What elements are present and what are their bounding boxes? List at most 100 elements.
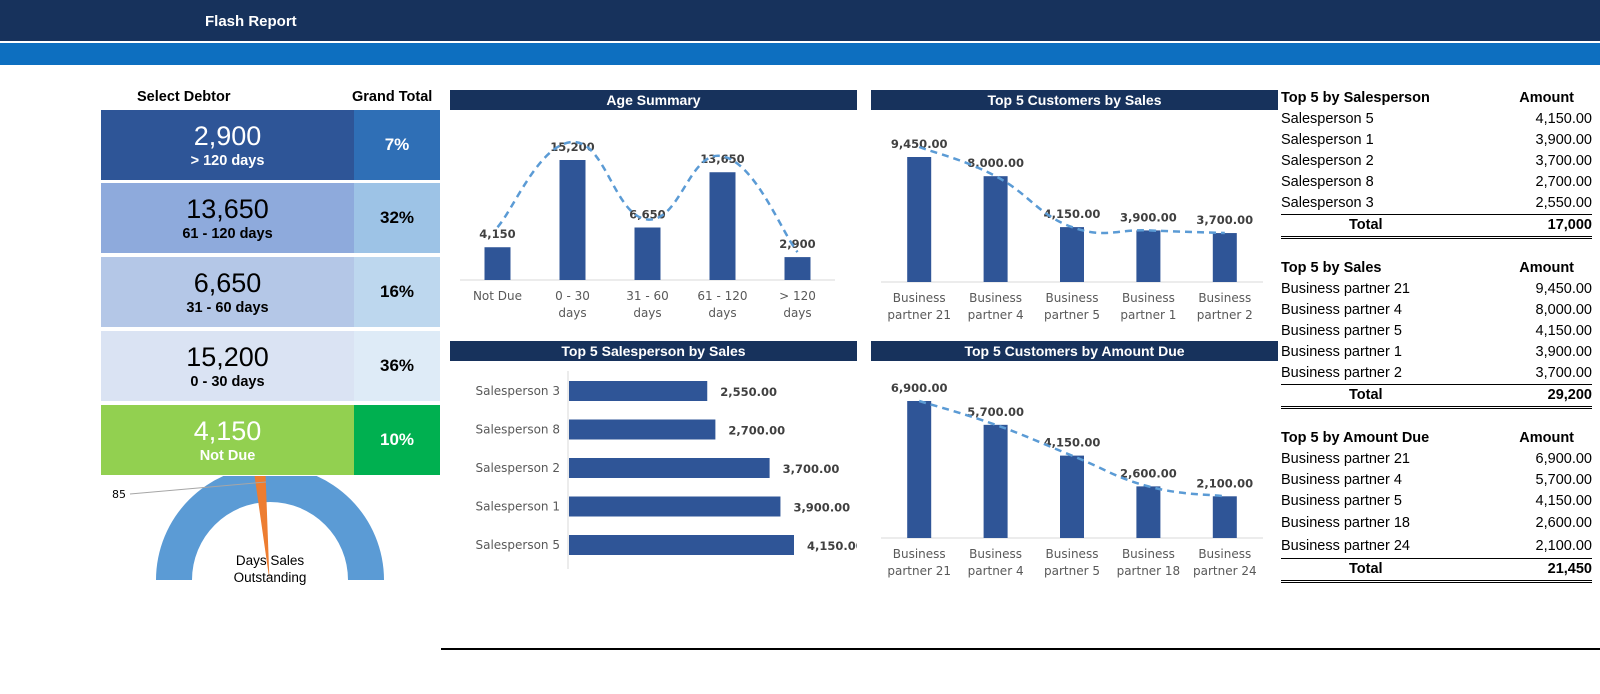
aging-tile[interactable]: 15,200 0 - 30 days	[101, 331, 354, 401]
table-row: Salesperson 5 4,150.00	[1281, 109, 1592, 130]
tile-label: > 120 days	[190, 153, 265, 169]
table-row: Salesperson 3 2,550.00	[1281, 193, 1592, 214]
gauge-label-line2: Outstanding	[234, 570, 307, 585]
header-bar: Flash Report	[0, 0, 1600, 41]
bar	[784, 257, 811, 280]
row-name: Salesperson 2	[1281, 153, 1374, 169]
trendline	[918, 399, 1225, 498]
category-label: partner 21	[887, 564, 951, 578]
data-label: 3,900.00	[793, 501, 850, 515]
top-customers-sales-chart: 9,450.00 Business partner 21 8,000.00 Busine…	[881, 137, 1263, 322]
bar	[907, 157, 932, 282]
tile-value: 15,200	[186, 342, 269, 372]
gauge-leader-line	[129, 481, 267, 495]
tile-value: 6,650	[193, 268, 262, 298]
category-label: Business	[1198, 547, 1251, 561]
table-title: Top 5 by Amount Due	[1281, 430, 1430, 446]
row-amount: 8,000.00	[1535, 302, 1592, 318]
accent-bar	[0, 43, 1600, 65]
tile-percent: 7%	[354, 110, 440, 180]
data-label: 9,450.00	[891, 137, 948, 151]
category-label: Salesperson 8	[475, 423, 560, 437]
row-name: Business partner 5	[1281, 493, 1402, 509]
bar	[1060, 227, 1084, 282]
row-name: Business partner 21	[1281, 451, 1410, 467]
bar	[569, 458, 770, 478]
total-label: Total	[1349, 387, 1383, 403]
row-amount: 9,450.00	[1535, 281, 1592, 297]
trendline	[918, 145, 1225, 235]
table-row: Business partner 5 4,150.00	[1281, 321, 1592, 342]
select-debtor-label: Select Debtor	[137, 89, 231, 105]
data-label: 5,700.00	[967, 405, 1024, 419]
amount-header: Amount	[1519, 430, 1574, 446]
bar	[634, 227, 661, 280]
row-amount: 5,700.00	[1535, 472, 1592, 488]
bar	[484, 247, 511, 280]
table-row: Salesperson 1 3,900.00	[1281, 130, 1592, 151]
row-amount: 2,700.00	[1535, 174, 1592, 190]
table-row: Business partner 4 5,700.00	[1281, 470, 1592, 491]
table-row: Salesperson 8 2,700.00	[1281, 172, 1592, 193]
aging-tile[interactable]: 2,900 > 120 days	[101, 110, 354, 180]
amount-header: Amount	[1519, 260, 1574, 276]
tile-label: 0 - 30 days	[190, 374, 265, 390]
bar	[1212, 496, 1237, 538]
bar	[1136, 486, 1161, 538]
category-label: partner 1	[1120, 308, 1176, 322]
category-label: Business	[969, 547, 1022, 561]
dso-gauge: 85 Days Sales Outstanding	[112, 476, 384, 585]
data-label: 4,150	[479, 227, 515, 241]
row-name: Business partner 18	[1281, 515, 1410, 531]
category-label: 31 - 60	[626, 289, 669, 303]
row-amount: 3,700.00	[1535, 365, 1592, 381]
bar	[709, 172, 736, 280]
aging-tile[interactable]: 6,650 31 - 60 days	[101, 257, 354, 327]
top-salesperson-chart: Salesperson 3 2,550.00 Salesperson 8 2,700.…	[475, 371, 857, 569]
total-label: Total	[1349, 217, 1383, 233]
row-amount: 2,550.00	[1535, 195, 1592, 211]
row-name: Salesperson 5	[1281, 111, 1374, 127]
category-label: Salesperson 3	[475, 384, 560, 398]
top-amount-due-table: Top 5 by Amount Due Amount Business partn…	[1281, 428, 1592, 583]
top-salesperson-table: Top 5 by Salesperson Amount Salesperson 5…	[1281, 88, 1592, 239]
tile-percent: 16%	[354, 257, 440, 327]
row-name: Salesperson 1	[1281, 132, 1374, 148]
top-customers-due-title: Top 5 Customers by Amount Due	[871, 341, 1278, 361]
table-row: Business partner 21 9,450.00	[1281, 279, 1592, 300]
row-name: Business partner 4	[1281, 302, 1402, 318]
table-row: Business partner 1 3,900.00	[1281, 342, 1592, 363]
aging-tile[interactable]: 4,150 Not Due	[101, 405, 354, 475]
category-label: Business	[1122, 291, 1175, 305]
table-row: Business partner 21 6,900.00	[1281, 449, 1592, 470]
bar	[559, 160, 586, 280]
table-total-row: Total 29,200	[1281, 384, 1592, 409]
table-title: Top 5 by Sales	[1281, 260, 1382, 276]
category-label: Salesperson 1	[475, 500, 560, 514]
total-label: Total	[1349, 561, 1383, 577]
bar	[907, 401, 932, 538]
row-name: Business partner 24	[1281, 538, 1410, 554]
row-name: Business partner 4	[1281, 472, 1402, 488]
category-label: partner 21	[887, 308, 951, 322]
data-label: 2,100.00	[1196, 476, 1253, 490]
row-name: Business partner 1	[1281, 344, 1402, 360]
bar	[569, 381, 708, 401]
row-amount: 6,900.00	[1535, 451, 1592, 467]
row-amount: 3,900.00	[1535, 132, 1592, 148]
table-total-row: Total 17,000	[1281, 214, 1592, 239]
category-label: Business	[1046, 291, 1099, 305]
data-label: 6,900.00	[891, 381, 948, 395]
row-amount: 4,150.00	[1535, 323, 1592, 339]
category-label: Business	[969, 291, 1022, 305]
amount-header: Amount	[1519, 90, 1574, 106]
category-label: partner 5	[1044, 564, 1100, 578]
row-name: Business partner 21	[1281, 281, 1410, 297]
category-label: partner 2	[1197, 308, 1253, 322]
data-label: 3,700.00	[1196, 213, 1253, 227]
tile-percent: 36%	[354, 331, 440, 401]
row-amount: 2,100.00	[1535, 538, 1592, 554]
category-label: 0 - 30	[555, 289, 590, 303]
category-label: Business	[893, 291, 946, 305]
aging-tile[interactable]: 13,650 61 - 120 days	[101, 183, 354, 253]
